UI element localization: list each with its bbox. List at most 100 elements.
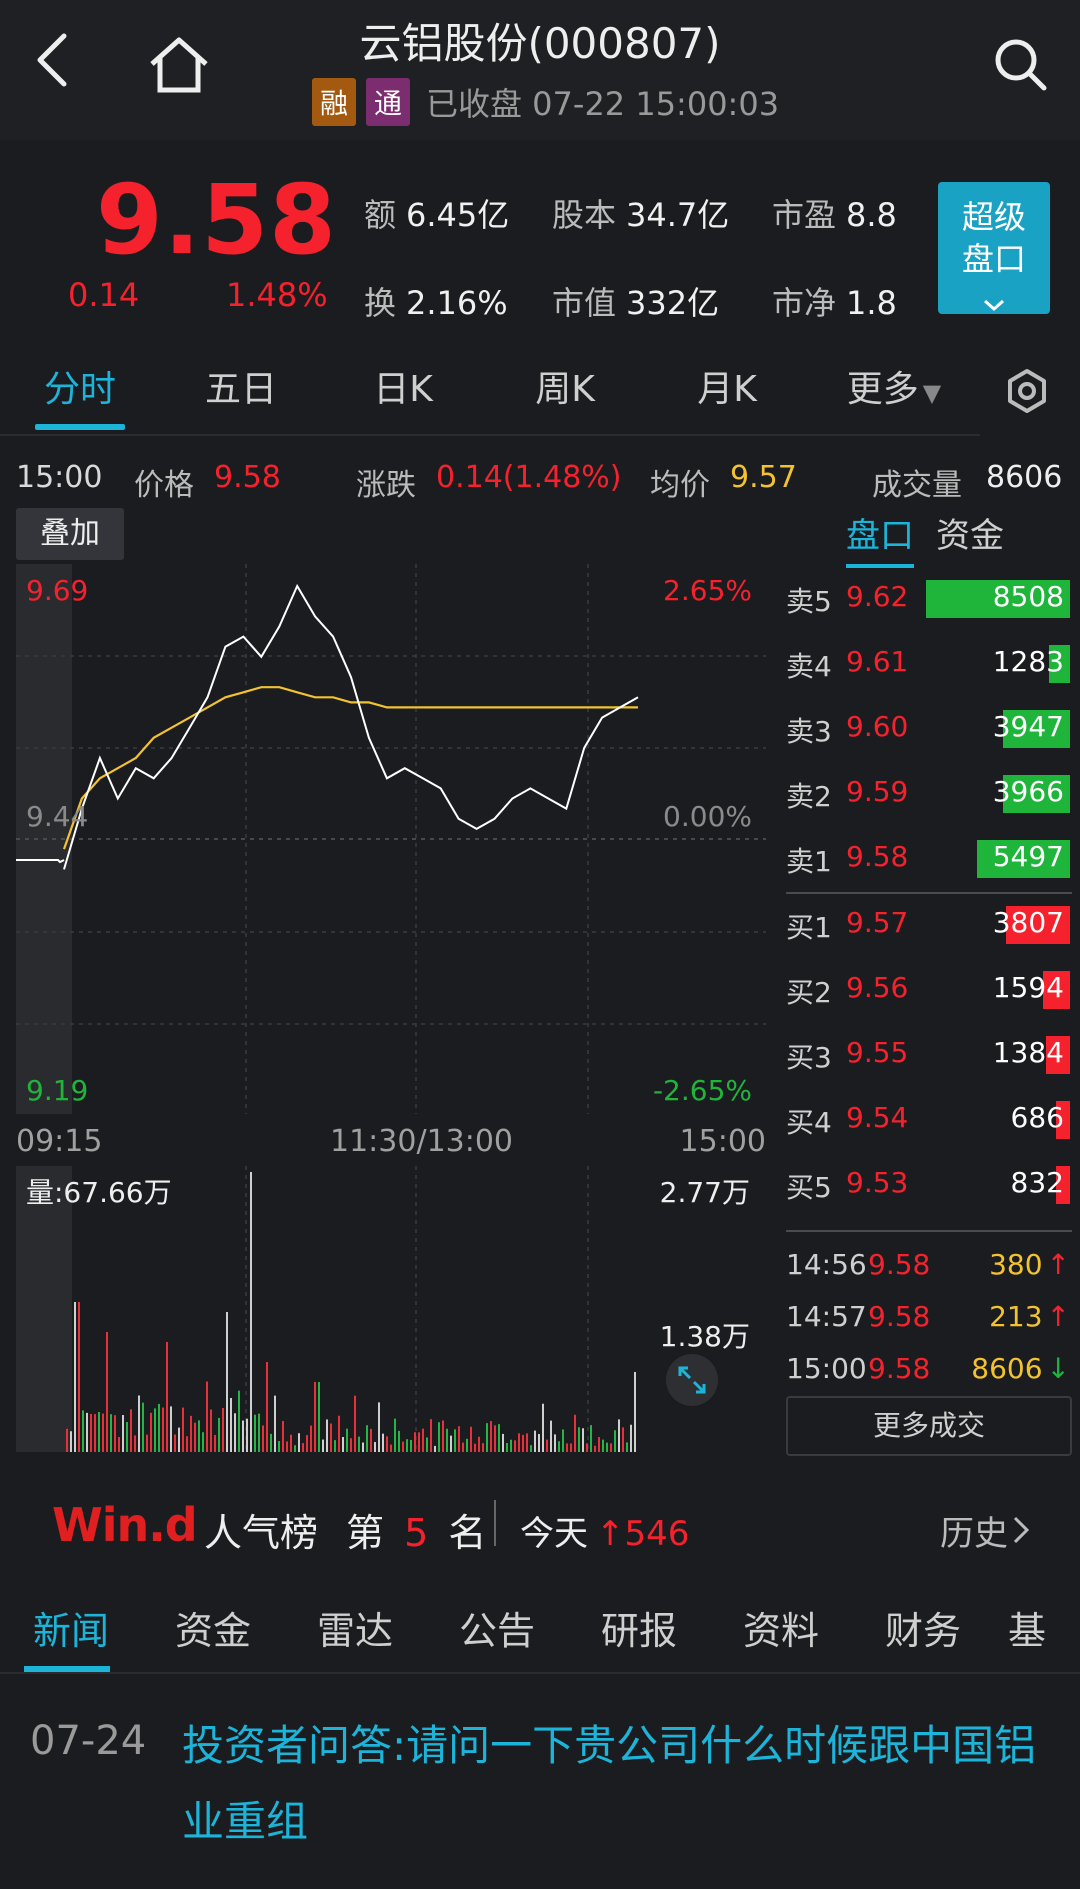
volume-bar <box>126 1422 128 1452</box>
ask-row-2[interactable]: 卖4 9.61 1283 <box>786 637 1070 693</box>
overlay-button[interactable]: 叠加 <box>16 508 124 560</box>
info-volume-label: 成交量 <box>872 468 962 503</box>
trade-volume: 213 ↑ <box>989 1300 1070 1333</box>
trade-row: 14:57 9.58 213 ↑ <box>786 1300 1070 1350</box>
back-arrow-icon[interactable] <box>30 30 74 90</box>
bid-row-5[interactable]: 买5 9.53 832 <box>786 1158 1070 1214</box>
volume-bar <box>250 1172 252 1452</box>
volume-bar <box>146 1434 148 1452</box>
volume-bar <box>454 1429 456 1452</box>
volume-bar <box>182 1407 184 1452</box>
volume-bar <box>366 1425 368 1452</box>
tab-funds[interactable]: 基金 <box>1008 1609 1047 1653</box>
top-bar <box>0 0 1080 140</box>
tab-announcements[interactable]: 公告 <box>458 1609 535 1653</box>
trade-volume: 8606 ↓ <box>971 1352 1070 1385</box>
volume-bar <box>578 1427 580 1452</box>
volume-chart[interactable]: 量:67.66万 2.77万 1.38万 <box>16 1166 766 1452</box>
volume-bar <box>334 1440 336 1452</box>
volume-bar <box>114 1415 116 1452</box>
super-orderbook-button[interactable]: 超级 盘口 <box>938 182 1050 314</box>
volume-bar <box>446 1428 448 1452</box>
history-link[interactable]: 历史 <box>940 1506 1030 1555</box>
volume-bar <box>586 1443 588 1452</box>
tab-orderbook[interactable]: 盘口 <box>846 516 914 556</box>
volume-bar <box>254 1414 256 1452</box>
volume-bar <box>574 1414 576 1452</box>
tab-fund-flow[interactable]: 资金 <box>174 1609 251 1653</box>
tab-five-day[interactable]: 五日 <box>204 369 277 410</box>
volume-bar <box>110 1414 112 1452</box>
ask-row-1[interactable]: 卖5 9.62 8508 <box>786 572 1070 628</box>
news-headline[interactable]: 投资者问答:请问一下贵公司什么时候跟中国铝业重组 <box>182 1721 1037 1846</box>
trade-price: 9.58 <box>868 1248 931 1281</box>
volume-bar <box>522 1434 524 1452</box>
intraday-price-chart[interactable]: 9.69 9.44 9.19 2.65% 0.00% -2.65% <box>16 564 766 1114</box>
volume-bar <box>486 1423 488 1452</box>
tab-research[interactable]: 研报 <box>600 1609 677 1653</box>
ask-price: 9.61 <box>846 645 909 678</box>
tab-intraday[interactable]: 分时 <box>0 360 160 432</box>
bid-row-4[interactable]: 买4 9.54 686 <box>786 1093 1070 1149</box>
ask-volume-bar <box>977 840 1070 878</box>
ask-volume: 3947 <box>992 710 1064 743</box>
volume-bar <box>326 1419 328 1452</box>
bid-volume: 832 <box>1010 1166 1064 1199</box>
ask-row-3[interactable]: 卖3 9.60 3947 <box>786 702 1070 758</box>
ask-price: 9.60 <box>846 710 909 743</box>
volume-bar <box>610 1443 612 1452</box>
wind-logo: Win.d <box>52 1498 198 1552</box>
average-price-line <box>62 686 638 850</box>
volume-bar <box>134 1435 136 1452</box>
volume-bar <box>582 1428 584 1452</box>
volume-bar <box>290 1434 292 1452</box>
bid-level-label: 买5 <box>786 1171 832 1204</box>
tab-profile[interactable]: 资料 <box>742 1609 819 1653</box>
volume-bar <box>410 1439 412 1452</box>
tab-capital[interactable]: 资金 <box>936 516 1004 556</box>
volume-bar <box>246 1418 248 1452</box>
ask-level-label: 卖4 <box>786 650 832 683</box>
trade-direction-icon: ↓ <box>1046 1352 1070 1385</box>
volume-bar <box>526 1433 528 1452</box>
tab-news[interactable]: 新闻 <box>0 1598 142 1672</box>
tab-financials[interactable]: 财务 <box>884 1609 961 1653</box>
tab-radar[interactable]: 雷达 <box>316 1609 393 1653</box>
search-icon[interactable] <box>990 34 1050 94</box>
popularity-banner[interactable]: Win.d 人气榜 第 5 名 今天 ↑546 历史 <box>0 1476 1080 1586</box>
bid-row-1[interactable]: 买1 9.57 3807 <box>786 898 1070 954</box>
dropdown-triangle-icon: ▼ <box>922 379 942 407</box>
trade-direction-icon: ↑ <box>1046 1248 1070 1281</box>
expand-icon[interactable] <box>664 1352 720 1408</box>
volume-bar <box>382 1433 384 1452</box>
volume-bar <box>198 1420 200 1452</box>
volume-bar <box>498 1424 500 1452</box>
bid-row-3[interactable]: 买3 9.55 1384 <box>786 1028 1070 1084</box>
volume-bar <box>570 1443 572 1452</box>
trade-row: 15:00 9.58 8606 ↓ <box>786 1352 1070 1402</box>
home-icon[interactable] <box>148 36 210 94</box>
volume-bar <box>226 1312 228 1452</box>
volume-bar <box>426 1437 428 1452</box>
ask-row-4[interactable]: 卖2 9.59 3966 <box>786 767 1070 823</box>
gear-icon[interactable] <box>1004 368 1050 414</box>
volume-bar <box>562 1429 564 1452</box>
bid-volume-bar <box>1006 906 1070 944</box>
more-trades-button[interactable]: 更多成交 <box>786 1396 1072 1456</box>
info-tabs: 新闻 资金 雷达 公告 研报 资料 财务 基金 <box>0 1598 1080 1674</box>
bid-row-2[interactable]: 买2 9.56 1594 <box>786 963 1070 1019</box>
ask-row-5[interactable]: 卖1 9.58 5497 <box>786 832 1070 888</box>
tab-monthly-k[interactable]: 月K <box>697 369 757 410</box>
volume-bar <box>458 1426 460 1452</box>
time-label-open: 09:15 <box>16 1124 103 1159</box>
tab-more[interactable]: 更多 ▼ <box>808 360 980 432</box>
super-button-line1: 超级 <box>961 198 1026 236</box>
volume-bar <box>490 1421 492 1452</box>
volume-bar <box>362 1442 364 1452</box>
price-grid <box>16 564 766 1114</box>
y-max-label: 9.69 <box>26 574 88 607</box>
tab-weekly-k[interactable]: 周K <box>535 369 595 410</box>
tab-daily-k[interactable]: 日K <box>373 369 433 410</box>
volume-bar <box>206 1381 208 1452</box>
volume-bar <box>430 1419 432 1452</box>
